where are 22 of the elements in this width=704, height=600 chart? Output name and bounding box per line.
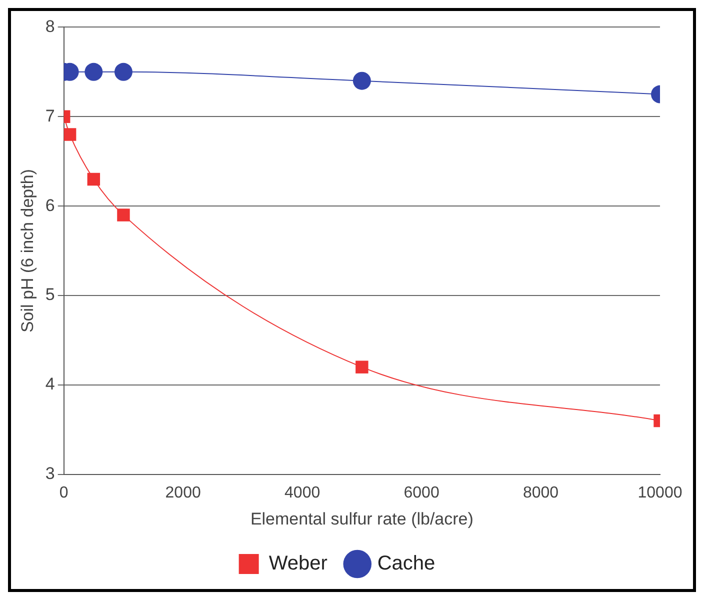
x-tick-label: 4000 [284,484,320,502]
y-tick-label: 5 [45,285,55,304]
point [117,208,130,222]
y-axis-title: Soil pH (6 inch depth) [18,169,37,333]
y-tick-label: 8 [45,16,55,36]
x-axis-title: Elemental sulfur rate (lb/acre) [250,509,474,528]
x-tick-label: 2000 [165,484,201,502]
x-tick-label: 6000 [404,484,440,502]
y-tick-label: 7 [45,106,55,126]
point [352,72,371,90]
point [84,62,103,81]
y-tick-label: 6 [45,196,55,215]
point [87,172,100,186]
y-tick-label: 4 [45,374,55,394]
x-tick-label: 0 [59,484,68,502]
point [64,128,76,141]
x-tick-label: 10000 [638,484,682,502]
legend-label: Weber [268,552,328,575]
legend-label: Cache [377,552,436,575]
point [114,62,132,81]
x-tick-label: 8000 [522,484,559,502]
y-tick-label: 3 [45,464,55,484]
